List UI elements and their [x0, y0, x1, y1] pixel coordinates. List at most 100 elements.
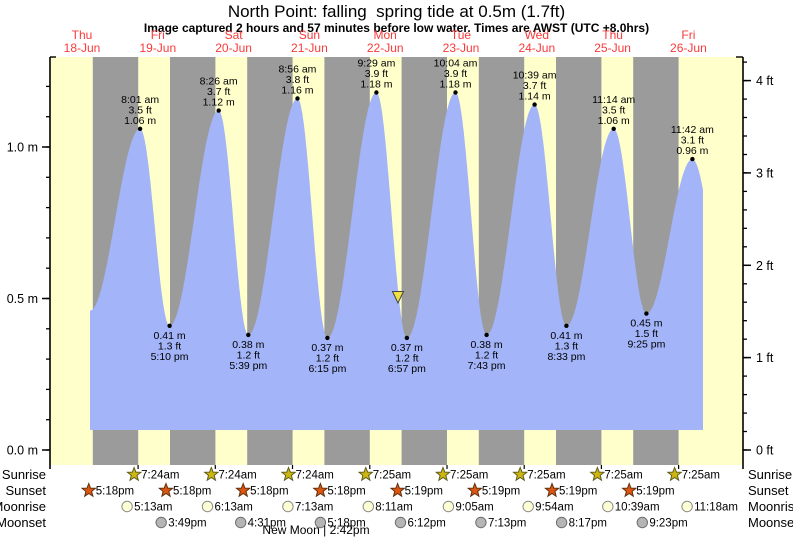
low-tide-m-label: 0.41 m [153, 330, 185, 342]
low-tide-ft-label: 1.5 ft [635, 328, 658, 340]
moonrise-icon [121, 500, 133, 513]
high-tide-m-label: 1.06 m [124, 115, 156, 127]
low-tide-time-label: 7:43 pm [468, 360, 506, 372]
day-label-date: 23-Jun [443, 41, 480, 55]
sunrise-icon [434, 466, 451, 482]
day-label-weekday: Thu [602, 28, 623, 42]
high-tide-m-label: 1.16 m [281, 85, 313, 97]
sunrise-icon [357, 466, 374, 482]
low-tide-ft-label: 1.2 ft [395, 352, 418, 364]
sunset-time: 5:18pm [96, 486, 134, 498]
sunrise-time: 7:24am [218, 470, 256, 482]
moonset-icon [155, 516, 167, 529]
low-tide-ft-label: 1.3 ft [555, 340, 578, 352]
high-tide-dot [374, 90, 379, 95]
moonrise-row-label-left: Moonrise [0, 499, 46, 514]
day-label-date: 19-Jun [139, 41, 176, 55]
low-tide-dot [325, 335, 330, 341]
high-tide-time-label: 9:29 am [357, 57, 395, 69]
low-tide-ft-label: 1.3 ft [158, 340, 181, 352]
sunrise-time: 7:25am [373, 470, 411, 482]
day-label-date: 18-Jun [64, 41, 101, 55]
high-tide-ft-label: 3.5 ft [128, 104, 151, 116]
high-tide-m-label: 1.18 m [439, 78, 471, 90]
sunset-icon [621, 482, 638, 498]
moonrise-row-label-right: Moonrise [748, 499, 793, 514]
high-tide-time-label: 8:01 am [121, 94, 159, 106]
right-axis-label: 1 ft [756, 351, 774, 365]
new-moon-label: New Moon | 2:42pm [262, 523, 369, 537]
moonrise-time: 6:13am [215, 502, 253, 514]
right-axis-label: 0 ft [756, 444, 774, 458]
low-tide-dot [564, 323, 569, 328]
moonset-icon [475, 516, 487, 529]
sunset-time: 5:18pm [327, 486, 365, 498]
high-tide-ft-label: 3.9 ft [444, 68, 467, 80]
moonset-row-label-right: Moonset [748, 515, 793, 530]
low-tide-m-label: 0.37 m [311, 342, 343, 354]
low-tide-time-label: 5:39 pm [229, 360, 267, 372]
low-tide-time-label: 5:10 pm [151, 351, 189, 363]
day-label-date: 21-Jun [291, 41, 328, 55]
high-tide-dot [690, 156, 695, 162]
sunrise-icon [126, 466, 143, 482]
sunset-time: 5:19pm [405, 486, 443, 498]
sunset-time: 5:18pm [173, 486, 211, 498]
sunrise-icon [589, 466, 606, 482]
low-tide-m-label: 0.37 m [391, 342, 423, 354]
low-tide-ft-label: 1.2 ft [475, 349, 498, 361]
high-tide-ft-label: 3.5 ft [602, 104, 625, 116]
day-label-weekday: Mon [374, 28, 397, 42]
high-tide-dot [295, 96, 300, 101]
sunrise-icon [512, 466, 529, 482]
high-tide-ft-label: 3.1 ft [681, 135, 704, 147]
day-label-weekday: Tue [451, 28, 472, 42]
day-label-weekday: Thu [72, 28, 93, 42]
moonrise-icon [602, 500, 614, 513]
day-label-date: 22-Jun [367, 41, 404, 55]
moonrise-icon [522, 500, 534, 513]
sunrise-time: 7:25am [682, 470, 720, 482]
sunrise-time: 7:24am [296, 470, 334, 482]
high-tide-dot [453, 90, 458, 95]
sunset-icon [157, 482, 174, 498]
moonrise-icon [681, 500, 693, 513]
moonset-time: 5:18pm [327, 518, 365, 530]
now-marker-icon [391, 291, 405, 305]
left-axis-label: 0.0 m [7, 444, 38, 458]
sunset-row-label-left: Sunset [6, 483, 47, 498]
high-tide-m-label: 1.14 m [519, 91, 551, 103]
sunset-icon [389, 482, 406, 498]
high-tide-ft-label: 3.7 ft [207, 86, 230, 98]
low-tide-m-label: 0.38 m [232, 339, 264, 351]
high-tide-time-label: 10:39 am [513, 70, 557, 82]
moonset-time: 3:49pm [168, 518, 206, 530]
sunrise-icon [666, 466, 683, 482]
left-axis-label: 1.0 m [7, 141, 38, 155]
sunset-time: 5:19pm [636, 486, 674, 498]
right-axis-label: 4 ft [756, 74, 774, 88]
moonrise-time: 9:54am [535, 502, 573, 514]
low-tide-dot [484, 332, 489, 338]
day-label-weekday: Fri [681, 28, 695, 42]
day-label-weekday: Wed [525, 28, 549, 42]
sunrise-icon [280, 466, 297, 482]
low-tide-ft-label: 1.2 ft [237, 349, 260, 361]
sunset-time: 5:18pm [250, 486, 288, 498]
high-tide-m-label: 0.96 m [676, 145, 708, 157]
day-label-date: 20-Jun [215, 41, 252, 55]
low-tide-m-label: 0.41 m [550, 330, 582, 342]
sunrise-row-label-right: Sunrise [748, 467, 792, 482]
right-axis-label: 2 ft [756, 259, 774, 273]
left-axis-label: 0.5 m [7, 292, 38, 306]
low-tide-dot [404, 335, 410, 341]
sunset-icon [466, 482, 483, 498]
low-tide-ft-label: 1.2 ft [316, 352, 339, 364]
high-tide-time-label: 10:04 am [434, 57, 478, 69]
moonrise-time: 8:11am [375, 502, 413, 514]
moonset-time: 6:12pm [407, 518, 445, 530]
high-tide-dot [137, 126, 143, 131]
moonset-time: 8:17pm [569, 518, 607, 530]
moonset-icon [235, 516, 247, 529]
